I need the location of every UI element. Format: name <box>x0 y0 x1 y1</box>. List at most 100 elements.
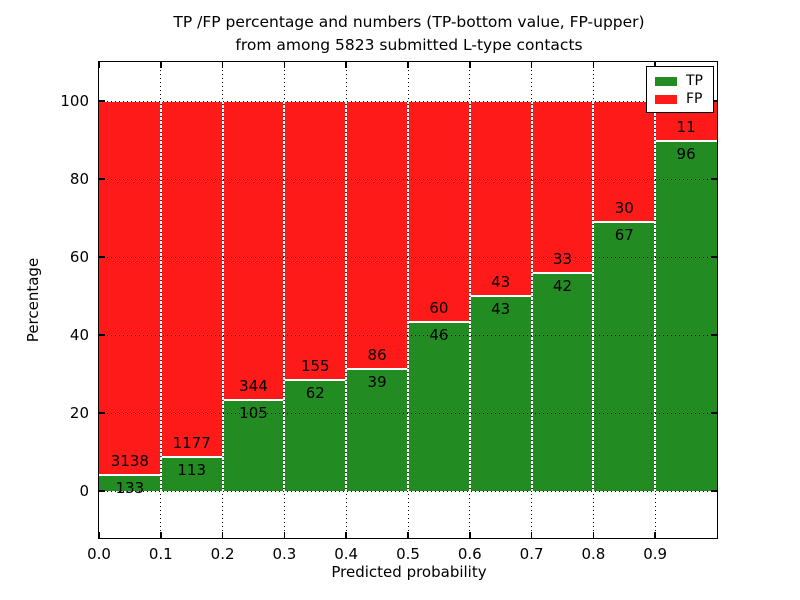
x-tick-top <box>345 62 347 68</box>
bar-segment-fp <box>284 101 347 380</box>
x-tick-label: 0.9 <box>643 545 668 563</box>
x-tick-bottom <box>469 532 471 538</box>
bar-boundary-line <box>221 101 224 492</box>
bar-boundary-line <box>468 101 471 492</box>
bar-segment-divider <box>655 140 717 143</box>
bar-boundary-line <box>654 101 657 492</box>
tp-count-label: 113 <box>177 461 207 479</box>
bar-segment-fp <box>160 101 223 457</box>
x-tick-bottom <box>592 532 595 538</box>
x-tick-top <box>592 62 595 68</box>
x-tick-bottom <box>160 532 162 538</box>
y-tick-right <box>711 100 717 102</box>
bar-segment-tp <box>531 272 594 492</box>
fp-count-label: 33 <box>552 249 573 268</box>
bar-segment-divider <box>593 220 656 223</box>
y-tick-label: 80 <box>69 170 89 189</box>
fp-count-label: 1177 <box>172 434 211 452</box>
bar-segment-fp <box>531 101 594 273</box>
bar-segment-fp <box>222 101 285 400</box>
tp-count-label: 42 <box>552 276 573 295</box>
h-gridline <box>99 334 717 336</box>
tp-count-label: 67 <box>614 225 634 244</box>
y-tick-label: 0 <box>79 482 89 501</box>
bar-boundary-line <box>283 101 286 492</box>
legend: TP FP <box>646 66 714 113</box>
x-tick-top <box>654 62 656 68</box>
fp-count-label: 30 <box>614 198 634 217</box>
tp-count-label: 39 <box>367 373 387 392</box>
fp-count-label: 344 <box>239 376 268 395</box>
bar-segment-divider <box>469 295 532 298</box>
x-tick-label: 0.0 <box>87 545 111 563</box>
bar-segment-tp <box>222 399 285 492</box>
x-tick-top <box>221 62 224 68</box>
tp-count-label: 43 <box>491 300 511 319</box>
fp-count-label: 3138 <box>110 452 149 471</box>
bar-segment-divider <box>99 474 161 477</box>
legend-label: TP <box>686 73 703 89</box>
bar-segment-tp <box>469 296 532 492</box>
x-tick-label: 0.5 <box>396 545 420 563</box>
bar-segment-tp <box>99 475 161 492</box>
y-tick-right <box>711 490 717 492</box>
x-tick-bottom <box>530 532 533 538</box>
tp-count-label: 96 <box>676 145 696 164</box>
chart-title: TP /FP percentage and numbers (TP-bottom… <box>99 11 719 57</box>
x-tick-top <box>98 62 100 68</box>
tp-count-label: 46 <box>429 325 449 344</box>
bar-boundary-line <box>592 101 595 492</box>
bar-boundary-line <box>345 101 348 492</box>
y-tick-label: 40 <box>69 326 89 345</box>
bar-segment-tp <box>284 379 347 492</box>
h-gridline <box>99 178 717 180</box>
bar-segment-fp <box>346 101 408 370</box>
y-tick-left <box>99 100 105 102</box>
y-tick-right <box>711 256 717 258</box>
y-tick-left <box>99 256 105 258</box>
bar-segment-tp <box>160 457 223 492</box>
x-tick-bottom <box>283 532 286 538</box>
legend-entry: TP <box>655 72 713 90</box>
y-tick-left <box>99 412 105 414</box>
fp-count-label: 155 <box>300 356 330 375</box>
bar-segment-tp <box>408 321 470 492</box>
y-tick-right <box>711 334 717 336</box>
legend-swatch-tp <box>655 76 677 86</box>
x-tick-label: 0.2 <box>210 545 235 563</box>
y-tick-label: 100 <box>60 92 89 111</box>
y-tick-left <box>99 334 105 336</box>
y-tick-left <box>99 178 105 180</box>
bar-segment-divider <box>408 320 470 323</box>
x-tick-top <box>469 62 471 68</box>
x-axis-label: Predicted probability <box>331 563 487 581</box>
fp-count-label: 60 <box>429 298 449 317</box>
bar-boundary-line <box>530 101 533 492</box>
x-tick-top <box>407 62 409 68</box>
x-tick-bottom <box>345 532 347 538</box>
legend-entry: FP <box>655 90 713 108</box>
x-tick-bottom <box>407 532 409 538</box>
y-tick-left <box>99 490 105 492</box>
bar-segment-divider <box>222 398 285 401</box>
x-tick-label: 0.3 <box>272 545 297 563</box>
x-tick-label: 0.8 <box>581 545 606 563</box>
x-tick-label: 0.1 <box>148 545 173 563</box>
bar-segment-tp <box>346 369 408 492</box>
plot-area: 3138 133 1177 113 344 105 155 62 86 39 60 46 43 43 33 4… <box>60 61 718 563</box>
x-tick-bottom <box>221 532 224 538</box>
x-tick-bottom <box>98 532 100 538</box>
x-tick-top <box>530 62 533 68</box>
h-gridline <box>99 490 717 492</box>
fp-count-label: 86 <box>367 346 387 365</box>
bar-segment-fp <box>408 101 470 322</box>
h-gridline <box>99 412 717 414</box>
legend-label: FP <box>686 91 703 107</box>
tp-count-label: 105 <box>239 403 268 422</box>
bar-segment-fp <box>469 101 532 297</box>
y-tick-label: 20 <box>69 404 89 423</box>
y-tick-right <box>711 412 717 414</box>
tp-count-label: 133 <box>115 479 145 498</box>
bar-boundary-line <box>159 101 162 492</box>
